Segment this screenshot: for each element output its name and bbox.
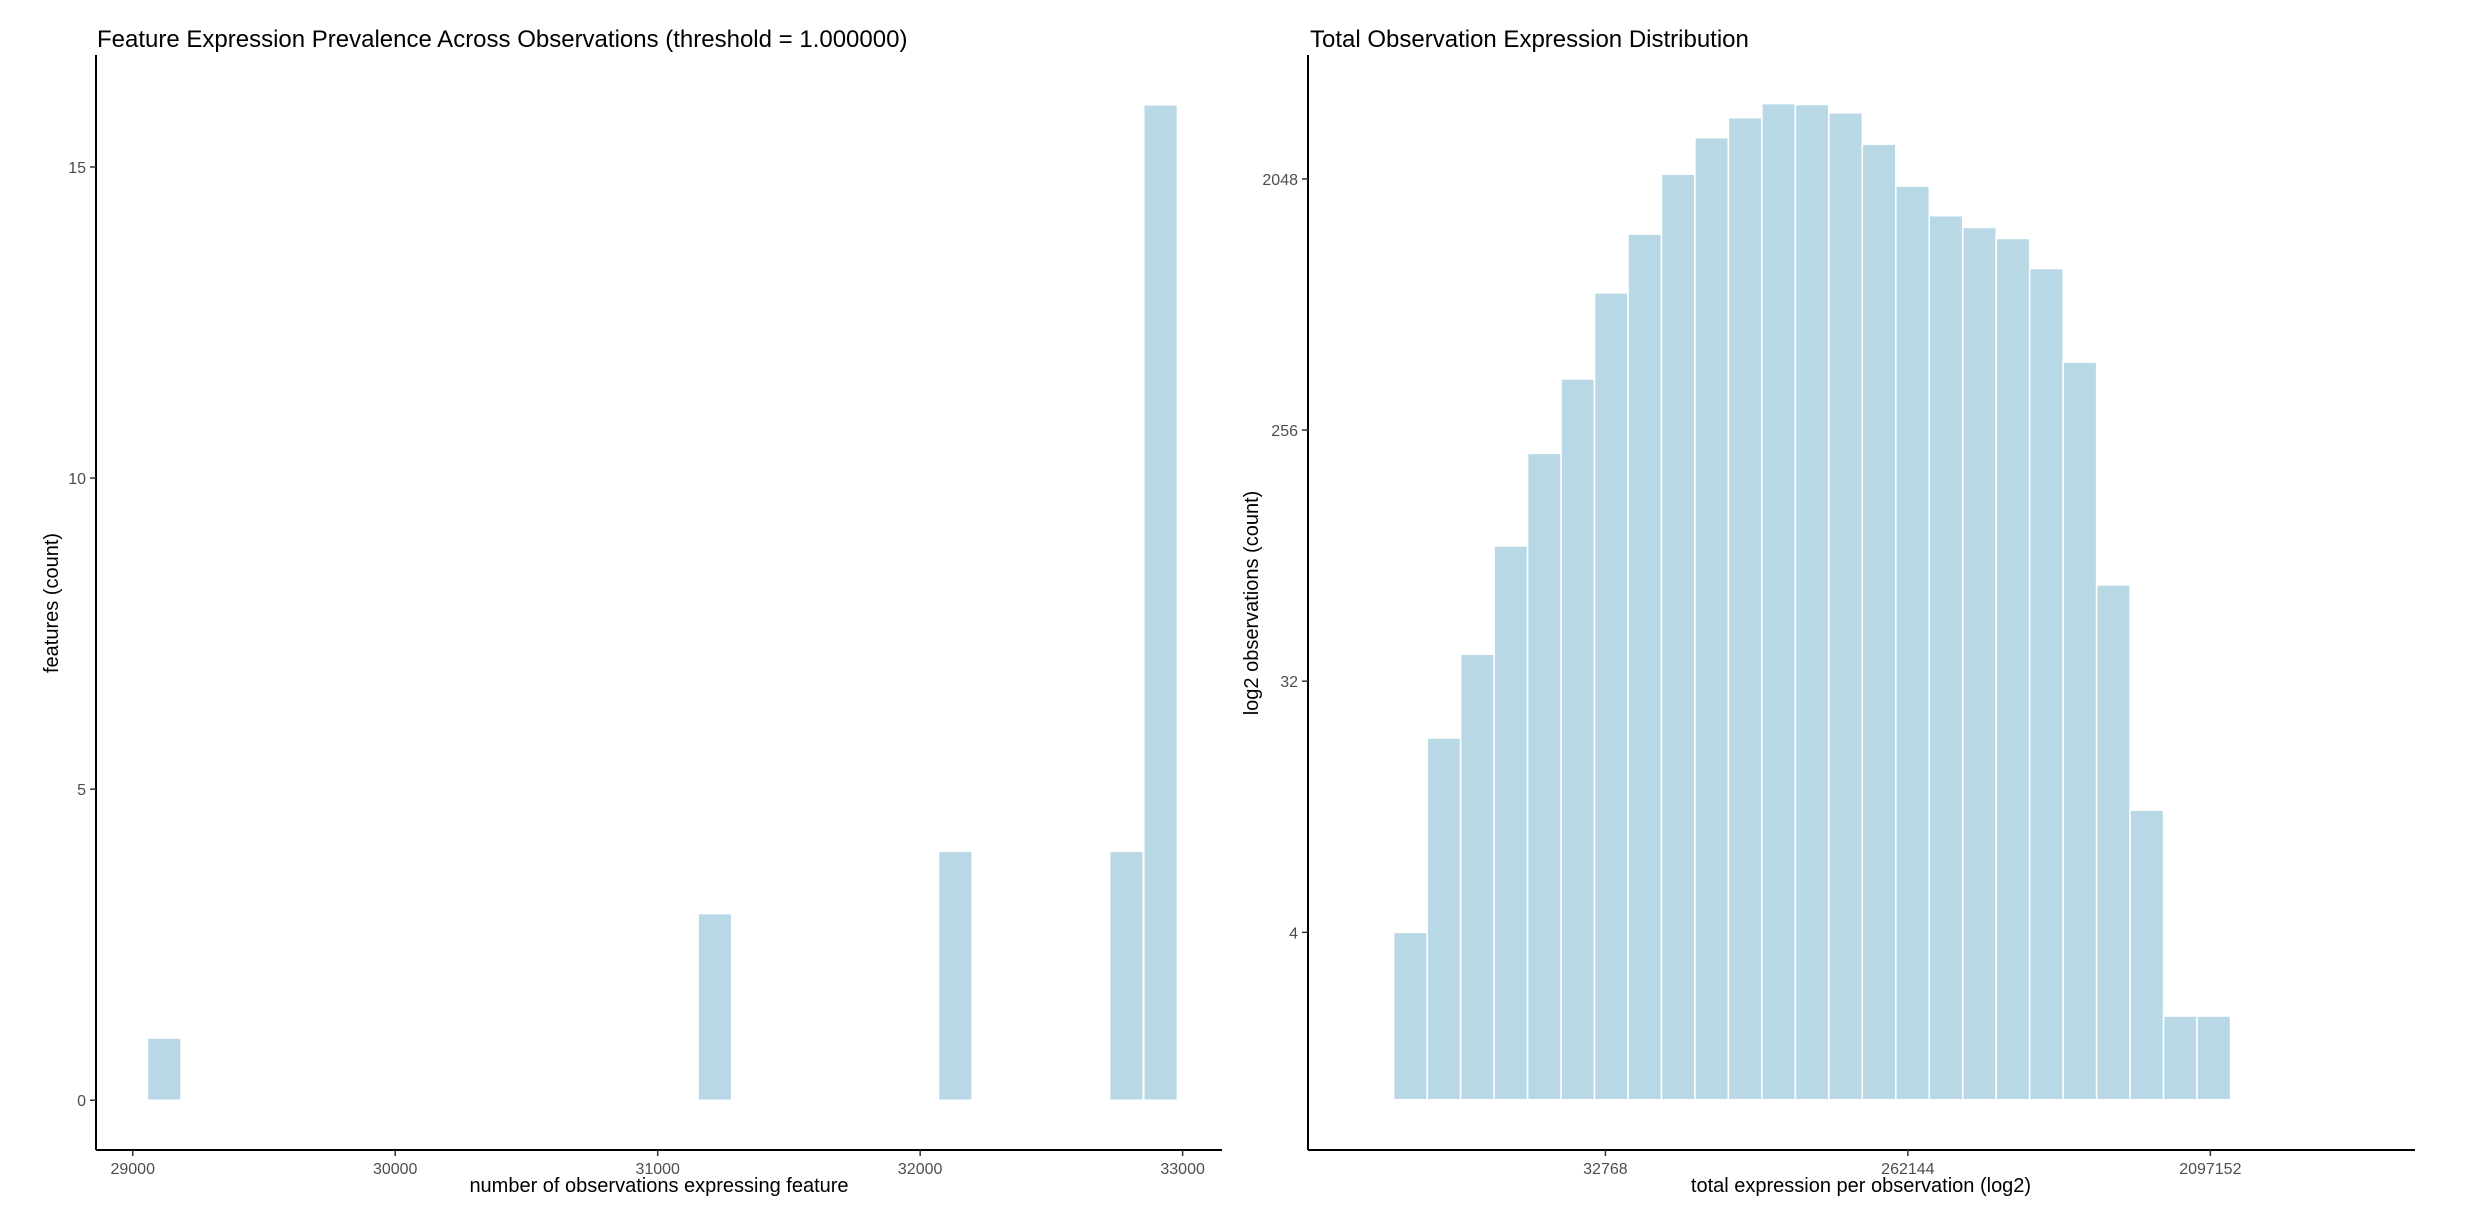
x-tick-label: 30000 [373,1161,418,1178]
histogram-bar [1627,233,1663,1101]
y-tick-label: 10 [68,471,86,488]
histogram-bar [1660,173,1696,1101]
prevalence-histogram-panel: Feature Expression Prevalence Across Obs… [41,26,1222,1197]
histogram-bar [1392,931,1428,1101]
histogram-bar [1560,378,1596,1101]
histogram-bar [146,1037,182,1101]
histogram-bar [1861,143,1897,1101]
histogram-bar [697,912,733,1101]
histogram-bar [1794,103,1830,1101]
histogram-bar [1828,112,1864,1101]
x-tick-label: 32768 [1583,1161,1628,1178]
histogram-bar [1526,452,1562,1101]
histogram-bar [2028,267,2064,1101]
chart-title: Total Observation Expression Distributio… [1310,26,1749,53]
y-tick-label: 5 [77,782,86,799]
y-tick-label: 32 [1280,674,1298,691]
histogram-bar [937,850,973,1101]
histogram-bar [1761,102,1797,1101]
x-tick-label: 32000 [898,1161,943,1178]
x-tick-label: 33000 [1160,1161,1205,1178]
histogram-bar [1961,226,1997,1101]
histogram-bar [2196,1015,2232,1101]
y-tick-label: 4 [1289,925,1298,942]
histogram-bar [1995,237,2031,1101]
y-tick-label: 0 [77,1093,86,1110]
histogram-bar [2162,1015,2198,1101]
y-tick-label: 15 [68,160,86,177]
histogram-bar [1928,214,1964,1101]
histogram-bar [1493,545,1529,1101]
y-axis-title: log2 observations (count) [1241,491,1263,716]
histogram-bar [1108,850,1145,1101]
x-tick-label: 31000 [635,1161,680,1178]
x-tick-label: 262144 [1881,1161,1934,1178]
x-axis-title: total expression per observation (log2) [1691,1175,2031,1197]
histogram-bar [1895,185,1931,1101]
histogram-bar [2129,809,2165,1101]
y-tick-label: 256 [1271,423,1298,440]
histogram-bar [2062,361,2098,1101]
x-tick-label: 2097152 [2179,1161,2241,1178]
x-tick-label: 29000 [110,1161,155,1178]
histogram-bar [2095,584,2131,1101]
x-axis-title: number of observations expressing featur… [469,1175,848,1197]
total-expression-histogram-panel: Total Observation Expression Distributio… [1241,26,2415,1197]
histogram-bar [1143,104,1179,1101]
histogram-bar [1426,737,1462,1101]
y-axis-title: features (count) [41,533,63,673]
histogram-bar [1593,292,1629,1101]
histogram-bar [1459,653,1495,1101]
histogram-bar [1694,136,1730,1101]
histogram-bar [1727,116,1763,1101]
y-tick-label: 2048 [1262,172,1298,189]
chart-title: Feature Expression Prevalence Across Obs… [97,26,907,53]
